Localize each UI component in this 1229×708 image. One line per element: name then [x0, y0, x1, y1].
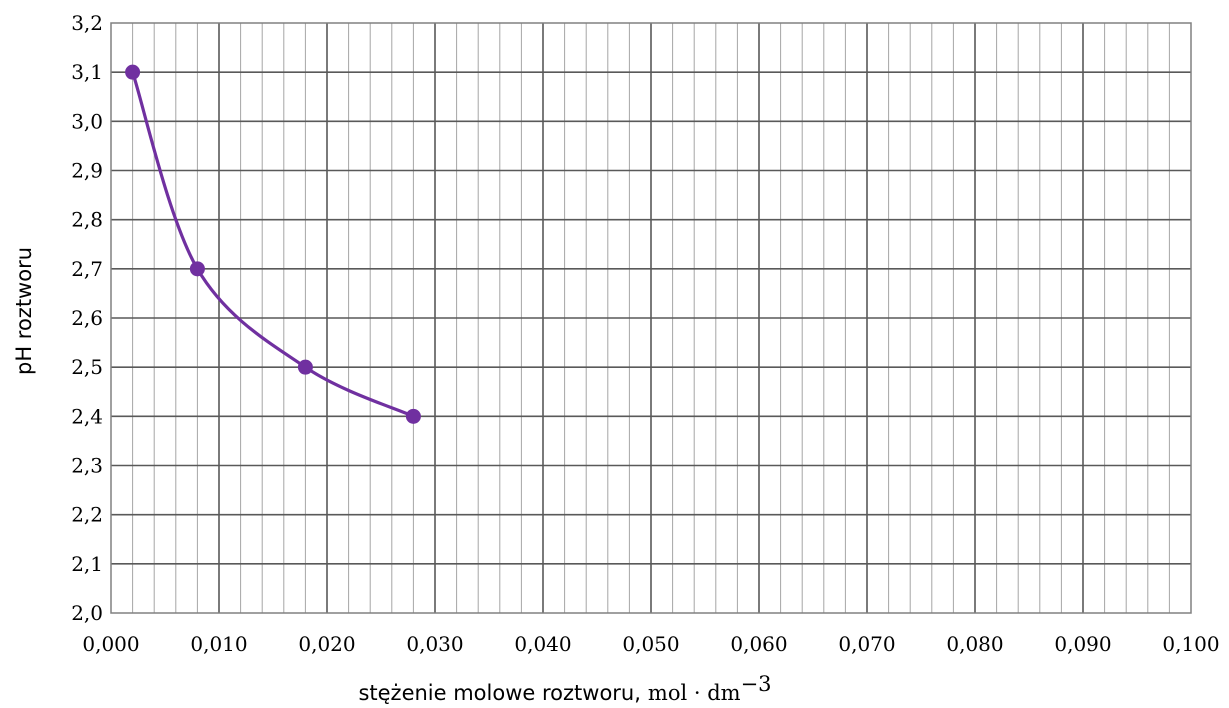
y-tick-label: 3,1 — [71, 60, 103, 84]
y-tick-label: 2,4 — [71, 404, 103, 428]
x-axis-title-text: stężenie molowe roztworu, — [358, 681, 640, 705]
y-tick-label: 2,7 — [71, 257, 103, 281]
y-axis-title: pH roztworu — [12, 247, 36, 375]
x-axis-title: stężenie molowe roztworu, mol · dm−3 — [358, 672, 771, 705]
series-layer — [125, 64, 421, 424]
y-tick-label: 2,6 — [71, 306, 103, 330]
x-tick-label: 0,000 — [82, 632, 139, 656]
x-tick-label: 0,040 — [514, 632, 571, 656]
x-tick-label: 0,010 — [190, 632, 247, 656]
y-tick-label: 2,5 — [71, 355, 103, 379]
y-tick-label: 2,2 — [71, 503, 103, 527]
y-tick-label: 2,8 — [71, 208, 103, 232]
x-tick-label: 0,100 — [1162, 632, 1219, 656]
data-point — [189, 261, 205, 277]
x-axis-tick-labels: 0,000 0,010 0,020 0,030 0,040 0,050 0,060 0,070… — [82, 632, 1219, 656]
y-tick-label: 3,0 — [71, 109, 103, 133]
x-tick-label: 0,030 — [406, 632, 463, 656]
major-grid — [111, 23, 1191, 613]
x-tick-label: 0,020 — [298, 632, 355, 656]
data-point — [297, 359, 313, 375]
y-tick-label: 2,9 — [71, 159, 103, 183]
y-axis-tick-labels: 2,0 2,1 2,2 2,3 2,4 2,5 2,6 2,7 2,8 2,9 3,0 3,1 3,2 — [71, 11, 103, 625]
y-tick-label: 2,0 — [71, 601, 103, 625]
plot-area-border — [110, 22, 1192, 614]
y-tick-label: 2,1 — [71, 552, 103, 576]
x-tick-label: 0,080 — [946, 632, 1003, 656]
data-point — [405, 408, 421, 424]
data-point — [125, 64, 141, 80]
x-tick-label: 0,050 — [622, 632, 679, 656]
x-tick-label: 0,060 — [730, 632, 787, 656]
y-tick-label: 3,2 — [71, 11, 103, 35]
series-line — [131, 71, 415, 418]
x-axis-unit: mol · dm — [648, 681, 741, 705]
x-tick-label: 0,090 — [1054, 632, 1111, 656]
x-tick-label: 0,070 — [838, 632, 895, 656]
x-axis-unit-exponent: −3 — [741, 672, 772, 696]
y-tick-label: 2,3 — [71, 454, 103, 478]
